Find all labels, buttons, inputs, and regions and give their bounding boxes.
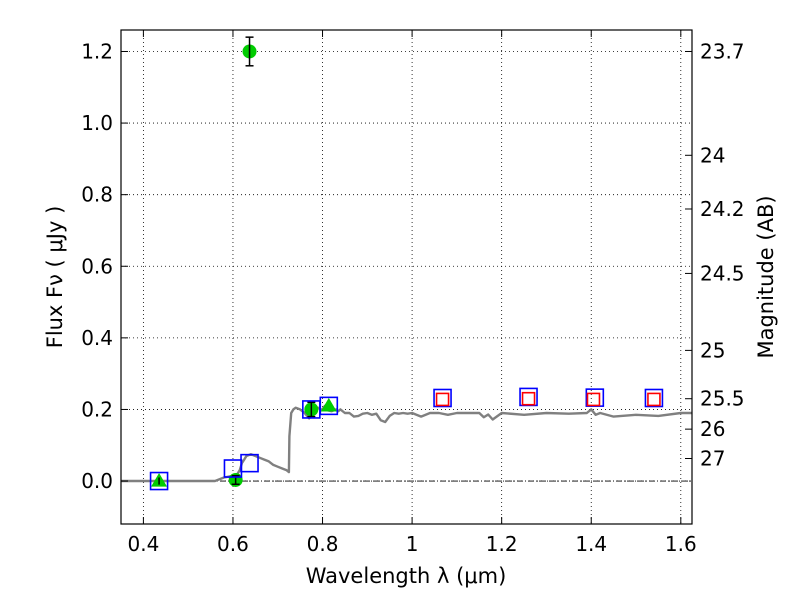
- y2-tick-label: 24: [700, 143, 725, 167]
- model-spectrum: [121, 404, 692, 483]
- model-flux-point: [240, 453, 259, 473]
- plot-frame: [120, 29, 693, 525]
- x-axis-label: Wavelength λ (μm): [306, 564, 507, 588]
- y-tick-label: 0.4: [81, 326, 113, 350]
- y2-tick-label: 24.2: [700, 197, 745, 221]
- y2-tick-label: 24.5: [700, 261, 745, 285]
- data-points: [149, 36, 664, 491]
- x-tick-label: 0.4: [127, 532, 159, 556]
- upper-limit-point: [320, 397, 337, 412]
- y-tick-label: 0.8: [81, 183, 113, 207]
- model-flux-point: [644, 388, 664, 408]
- model-flux-point: [586, 392, 601, 407]
- y2-tick-label: 25.5: [700, 387, 745, 411]
- x-tick-label: 1.4: [575, 532, 607, 556]
- y-tick-label: 1.2: [81, 39, 113, 63]
- x-tick-label: 1.6: [665, 532, 697, 556]
- grid: [121, 30, 692, 524]
- y-tick-label: 1.0: [81, 111, 113, 135]
- model-spectrum-line: [121, 404, 692, 483]
- y2-tick-label: 25: [700, 338, 725, 362]
- y2-axis-label: Magnitude (AB): [754, 195, 778, 358]
- model-flux-point: [647, 392, 661, 407]
- y-tick-label: 0.6: [81, 254, 113, 278]
- y2-tick-label: 26: [700, 417, 725, 441]
- model-flux-point: [319, 396, 339, 416]
- x-tick-label: 1: [406, 532, 419, 556]
- y-axis-label: Flux Fν ( μJy ): [43, 206, 67, 349]
- x-tick-label: 0.8: [307, 532, 339, 556]
- y-tick-label: 0.0: [81, 469, 113, 493]
- y2-tick-label: 23.7: [700, 39, 745, 63]
- model-flux-point: [149, 471, 169, 491]
- x-tick-label: 0.6: [217, 532, 249, 556]
- y-tick-label: 0.2: [81, 397, 113, 421]
- x-tick-label: 1.2: [486, 532, 518, 556]
- model-flux-point: [585, 388, 605, 407]
- model-flux-point: [435, 392, 450, 407]
- model-flux-point: [521, 391, 536, 406]
- y2-tick-label: 27: [700, 446, 725, 470]
- axis-ticks: 0.4 0.6 0.8 1 1.2 1.4 1.6 0.0 0.2 0.4 0.6 0.8 1.0 1.2…: [81, 30, 745, 556]
- model-flux-point: [433, 388, 452, 408]
